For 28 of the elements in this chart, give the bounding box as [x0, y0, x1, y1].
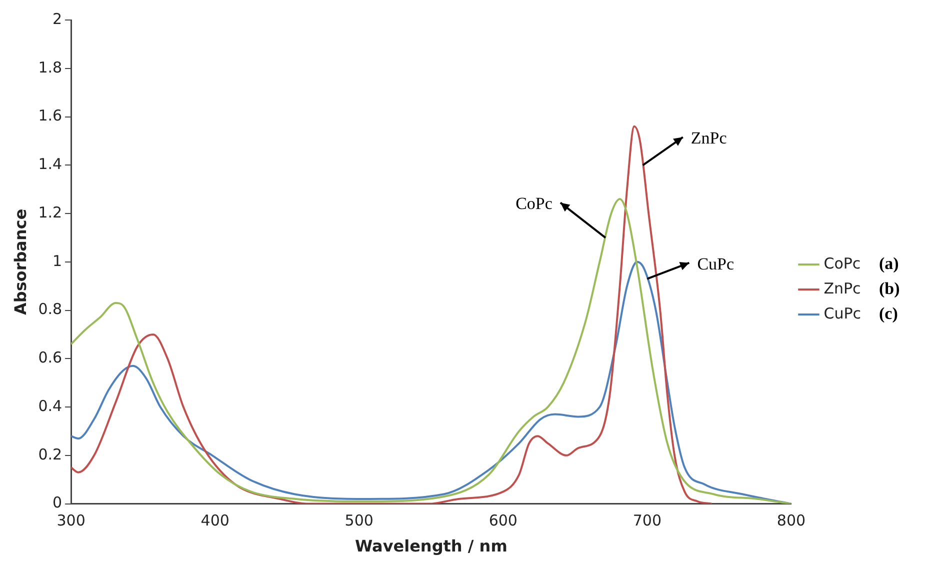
- y-tick-label: 1: [52, 252, 62, 270]
- y-tick-label: 0: [52, 494, 62, 512]
- y-tick-label: 1.2: [38, 203, 62, 222]
- text: (a): [879, 254, 899, 273]
- y-tick-label: 0.6: [38, 348, 62, 367]
- legend-label: CoPc: [824, 254, 861, 272]
- y-tick-label: 0.2: [38, 445, 62, 464]
- y-tick-label: 2: [52, 10, 62, 28]
- legend-label: CuPc: [824, 304, 862, 322]
- legend-label: ZnPc: [824, 279, 861, 298]
- y-tick-label: 1.4: [38, 155, 62, 174]
- x-tick-label: 800: [776, 512, 806, 530]
- text: (c): [879, 304, 898, 323]
- x-tick-label: 300: [56, 512, 86, 530]
- annotation: ZnPc: [690, 128, 728, 148]
- annotation: CuPc: [697, 254, 734, 274]
- annotation: CoPc: [516, 194, 553, 214]
- y-tick-label: 1.8: [38, 58, 62, 76]
- y-tick-label: 1.6: [38, 106, 62, 125]
- text: (b): [879, 278, 900, 298]
- y-tick-label: 0.4: [38, 396, 62, 415]
- y-axis-title: Absorbance: [10, 208, 30, 316]
- y-tick-label: 0.8: [38, 300, 62, 318]
- x-tick-label: 500: [344, 512, 374, 530]
- x-tick-label: 600: [488, 512, 518, 530]
- x-axis-title: Wavelength / nm: [354, 536, 508, 556]
- x-tick-label: 700: [632, 512, 662, 530]
- x-tick-label: 400: [200, 512, 230, 530]
